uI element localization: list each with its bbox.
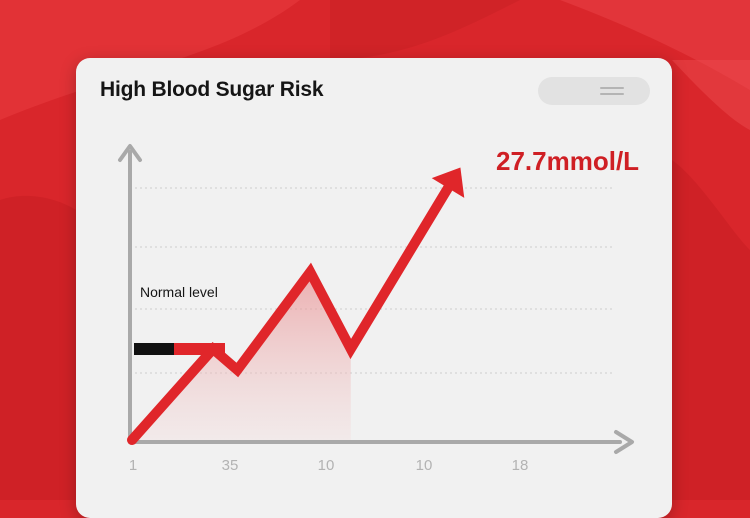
blood-sugar-chart: Normal level 27.7mmol/L 1 35 10 10 18 — [0, 0, 750, 500]
x-tick-label-4: 10 — [416, 457, 433, 474]
x-tick-label-1: 1 — [129, 457, 137, 474]
x-tick-label-2: 35 — [222, 457, 239, 474]
peak-value-label: 27.7mmol/L — [496, 146, 639, 176]
x-tick-label-3: 10 — [318, 457, 335, 474]
normal-level-label: Normal level — [140, 284, 218, 300]
x-tick-label-5: 18 — [512, 457, 529, 474]
